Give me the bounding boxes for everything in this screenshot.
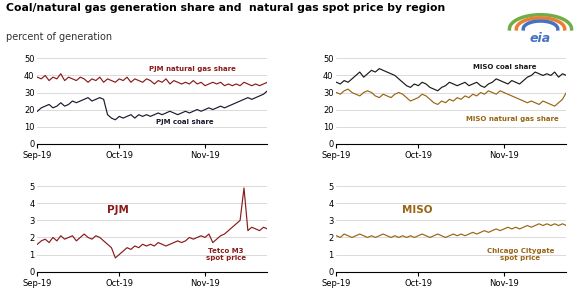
Text: Tetco M3
spot price: Tetco M3 spot price bbox=[206, 248, 246, 261]
Text: Coal/natural gas generation share and  natural gas spot price by region: Coal/natural gas generation share and na… bbox=[6, 3, 445, 13]
Text: PJM natural gas share: PJM natural gas share bbox=[150, 66, 236, 72]
Text: PJM: PJM bbox=[107, 205, 129, 215]
Text: Chicago Citygate
spot price: Chicago Citygate spot price bbox=[486, 248, 554, 261]
Text: percent of generation: percent of generation bbox=[6, 32, 112, 42]
Text: MISO: MISO bbox=[401, 205, 432, 215]
Text: MISO natural gas share: MISO natural gas share bbox=[466, 117, 558, 122]
Text: MISO coal share: MISO coal share bbox=[473, 64, 536, 69]
Text: eia: eia bbox=[530, 32, 551, 45]
Text: PJM coal share: PJM coal share bbox=[156, 119, 213, 125]
